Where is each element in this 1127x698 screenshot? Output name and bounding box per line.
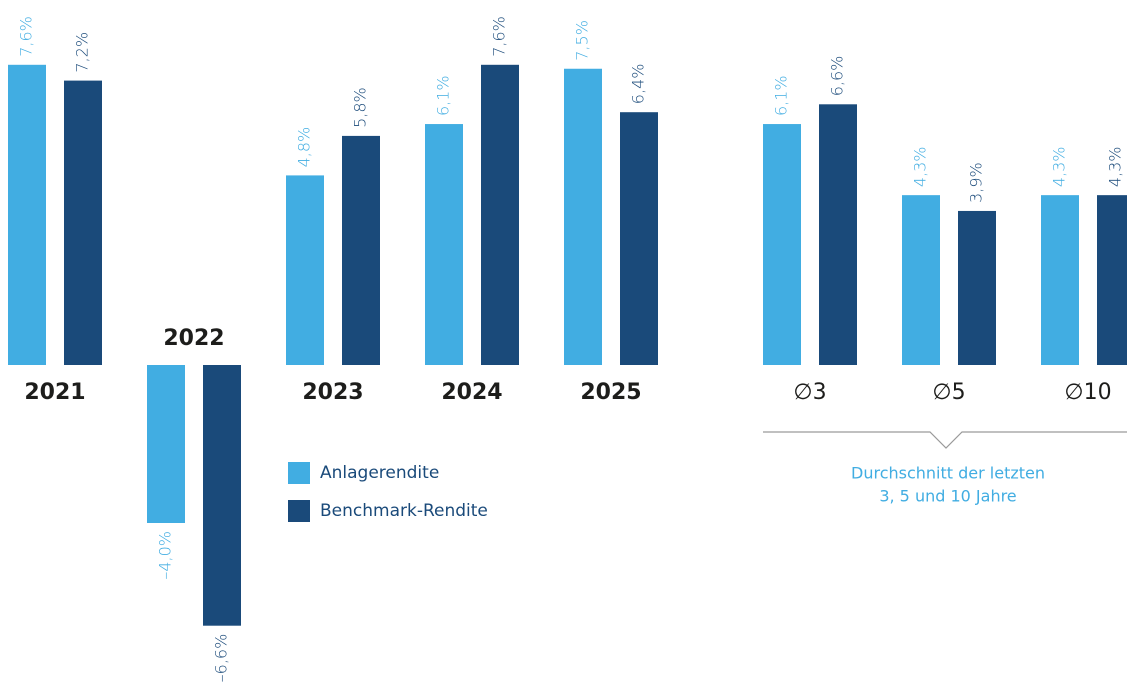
x-tick-label: ∅5 bbox=[932, 380, 965, 405]
bar bbox=[147, 365, 185, 523]
x-tick-label: 2023 bbox=[302, 380, 363, 405]
legend-swatch bbox=[288, 462, 310, 484]
bar bbox=[564, 68, 602, 365]
bar bbox=[286, 175, 324, 365]
annotation: 3, 5 und 10 Jahre bbox=[879, 487, 1016, 506]
bar bbox=[8, 64, 46, 366]
value-label: 6,1% bbox=[434, 75, 453, 116]
value-label: 6,1% bbox=[772, 75, 791, 116]
x-tick-label: 2022 bbox=[163, 326, 224, 351]
bar bbox=[64, 80, 102, 365]
bar bbox=[425, 124, 463, 365]
bar bbox=[620, 112, 658, 365]
value-label: 4,3% bbox=[1106, 146, 1125, 187]
legend-swatch bbox=[288, 500, 310, 522]
value-label: 3,9% bbox=[967, 162, 986, 203]
x-tick-label: 2024 bbox=[441, 380, 502, 405]
value-label: 6,4% bbox=[629, 64, 648, 105]
value-label: –6,6% bbox=[212, 634, 231, 683]
legend-label: Anlagerendite bbox=[320, 463, 439, 483]
value-label: 4,3% bbox=[911, 146, 930, 187]
x-tick-label: ∅3 bbox=[793, 380, 826, 405]
value-label: 7,5% bbox=[573, 20, 592, 61]
x-tick-label: 2025 bbox=[580, 380, 641, 405]
x-tick-label: 2021 bbox=[24, 380, 85, 405]
bar bbox=[342, 135, 380, 365]
bar bbox=[819, 104, 857, 366]
bar bbox=[902, 195, 940, 365]
bar bbox=[763, 124, 801, 365]
value-label: 6,6% bbox=[828, 56, 847, 97]
value-label: 7,6% bbox=[17, 16, 36, 57]
value-label: 4,3% bbox=[1050, 146, 1069, 187]
value-label: 7,6% bbox=[490, 16, 509, 57]
value-label: 7,2% bbox=[73, 32, 92, 73]
value-label: 5,8% bbox=[351, 87, 370, 128]
bar bbox=[958, 210, 996, 365]
annotation: Durchschnitt der letzten bbox=[851, 464, 1045, 483]
x-tick-label: ∅10 bbox=[1064, 380, 1111, 405]
average-bracket bbox=[763, 431, 1127, 449]
value-label: –4,0% bbox=[156, 531, 175, 580]
bar bbox=[1097, 195, 1127, 365]
legend-label: Benchmark-Rendite bbox=[320, 501, 488, 521]
bar bbox=[203, 365, 241, 626]
bar bbox=[481, 64, 519, 366]
bar bbox=[1041, 195, 1079, 365]
value-label: 4,8% bbox=[295, 127, 314, 168]
